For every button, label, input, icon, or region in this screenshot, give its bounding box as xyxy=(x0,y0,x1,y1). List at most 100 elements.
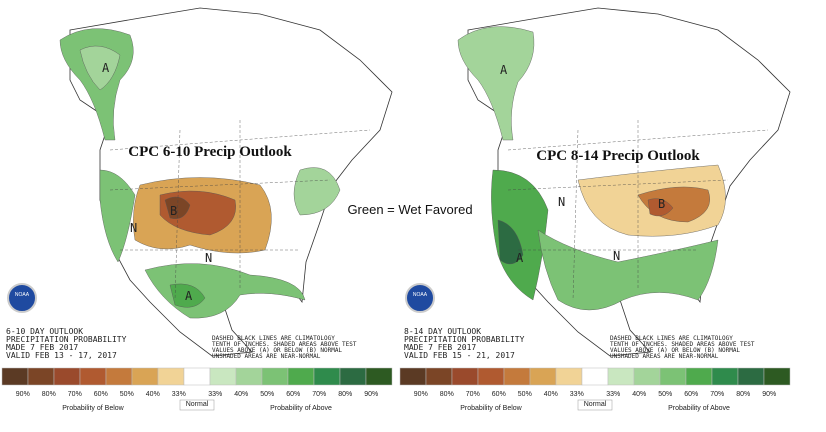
map-note: UNSHADED AREAS ARE NEAR-NORMAL xyxy=(212,353,321,360)
noaa-logo xyxy=(405,283,435,313)
probability-area xyxy=(647,198,674,217)
legend-label: 70% xyxy=(466,391,480,398)
legend-swatch xyxy=(399,367,427,386)
legend-swatch xyxy=(183,367,211,386)
boundary-line xyxy=(109,179,331,191)
legend-label: 80% xyxy=(440,391,454,398)
legend-swatch xyxy=(685,367,713,386)
legend-label: 33% xyxy=(606,391,620,398)
legend-label: 60% xyxy=(286,391,300,398)
probability-area xyxy=(79,45,121,91)
normal-box xyxy=(577,399,613,411)
legend-label: 40% xyxy=(632,391,646,398)
legend-swatch xyxy=(1,367,29,386)
legend-label: 40% xyxy=(146,391,160,398)
region-label: N xyxy=(558,195,565,209)
map-caption: PRECIPITATION PROBABILITY xyxy=(404,335,525,344)
legend-swatch xyxy=(607,367,635,386)
map-caption: VALID FEB 15 - 21, 2017 xyxy=(404,351,515,360)
noaa-logo xyxy=(7,283,37,313)
legend-swatch xyxy=(477,367,505,386)
outlook-map: A N B A N CPC 8-14 Precip Outlook NOAA 8-14 DAY… xyxy=(399,7,791,412)
region-label: N xyxy=(130,221,137,235)
map-note: DASHED BLACK LINES ARE CLIMATOLOGY xyxy=(212,335,335,342)
legend-label: 40% xyxy=(234,391,248,398)
map-note: VALUES ABOVE (A) OR BELOW (B) NORMAL xyxy=(610,347,740,354)
map-caption: 6-10 DAY OUTLOOK xyxy=(6,327,83,336)
legend-label: 70% xyxy=(68,391,82,398)
legend-swatch xyxy=(157,367,185,386)
region-label: A xyxy=(500,63,508,77)
legend-swatch xyxy=(287,367,315,386)
legend-label: 80% xyxy=(736,391,750,398)
region-label: B xyxy=(658,197,665,211)
map-title: CPC 8-14 Precip Outlook xyxy=(536,148,700,164)
legend-swatch xyxy=(737,367,765,386)
map-note: DASHED BLACK LINES ARE CLIMATOLOGY xyxy=(610,335,733,342)
legend-label: 33% xyxy=(570,391,584,398)
legend-title: Probability of Below xyxy=(460,405,522,412)
probability-area xyxy=(164,196,191,219)
legend-swatch xyxy=(79,367,107,386)
map-caption: VALID FEB 13 - 17, 2017 xyxy=(6,351,117,360)
legend-label: 50% xyxy=(260,391,274,398)
legend-swatch xyxy=(451,367,479,386)
legend-label: 80% xyxy=(338,391,352,398)
map-title: CPC 6-10 Precip Outlook xyxy=(128,144,292,160)
legend-swatch xyxy=(313,367,341,386)
legend-label: 60% xyxy=(492,391,506,398)
legend-label: 33% xyxy=(172,391,186,398)
boundary-line xyxy=(572,129,579,301)
legend-label: 70% xyxy=(710,391,724,398)
legend-swatch xyxy=(529,367,557,386)
probability-area xyxy=(169,283,206,308)
probability-area xyxy=(293,167,341,216)
outlook-map: A B N A N CPC 6-10 Precip Outlook NOAA 6-10 DAY… xyxy=(1,7,393,412)
legend-title: Normal xyxy=(186,401,209,408)
legend-label: 80% xyxy=(42,391,56,398)
probability-area xyxy=(99,169,136,263)
legend-swatch xyxy=(131,367,159,386)
map-caption: MADE 7 FEB 2017 xyxy=(6,343,78,352)
legend-label: 90% xyxy=(414,391,428,398)
region-label: B xyxy=(170,204,177,218)
legend-swatch xyxy=(53,367,81,386)
legend-swatch xyxy=(633,367,661,386)
legend-title: Normal xyxy=(584,401,607,408)
probability-area xyxy=(537,229,719,311)
legend-title: Probability of Above xyxy=(270,405,332,412)
legend-swatch xyxy=(105,367,133,386)
legend-title: Probability of Above xyxy=(668,405,730,412)
legend-swatch xyxy=(659,367,687,386)
legend-swatch xyxy=(209,367,237,386)
boundary-line xyxy=(507,179,729,191)
legend-label: 50% xyxy=(518,391,532,398)
legend-label: 90% xyxy=(364,391,378,398)
region-label: N xyxy=(613,249,620,263)
legend-swatch xyxy=(425,367,453,386)
legend-title: Probability of Below xyxy=(62,405,124,412)
legend-swatch xyxy=(339,367,367,386)
map-caption: PRECIPITATION PROBABILITY xyxy=(6,335,127,344)
legend-label: 90% xyxy=(762,391,776,398)
noaa-logo-text: NOAA xyxy=(15,292,30,298)
map-note: UNSHADED AREAS ARE NEAR-NORMAL xyxy=(610,353,719,360)
map-note: VALUES ABOVE (A) OR BELOW (B) NORMAL xyxy=(212,347,342,354)
legend-swatch xyxy=(711,367,739,386)
legend-label: 90% xyxy=(16,391,30,398)
region-label: N xyxy=(205,251,212,265)
legend-swatch xyxy=(555,367,583,386)
center-label: Green = Wet Favored xyxy=(347,202,472,217)
legend-swatch xyxy=(503,367,531,386)
legend-swatch xyxy=(27,367,55,386)
probability-area xyxy=(457,26,535,141)
legend-swatch xyxy=(763,367,791,386)
probability-area xyxy=(491,169,549,301)
map-note: TENTH OF INCHES. SHADED AREAS ABOVE TEST xyxy=(212,341,357,348)
region-label: A xyxy=(185,289,193,303)
map-caption: 8-14 DAY OUTLOOK xyxy=(404,327,481,336)
legend-label: 50% xyxy=(120,391,134,398)
legend-swatch xyxy=(581,367,609,386)
legend-label: 70% xyxy=(312,391,326,398)
